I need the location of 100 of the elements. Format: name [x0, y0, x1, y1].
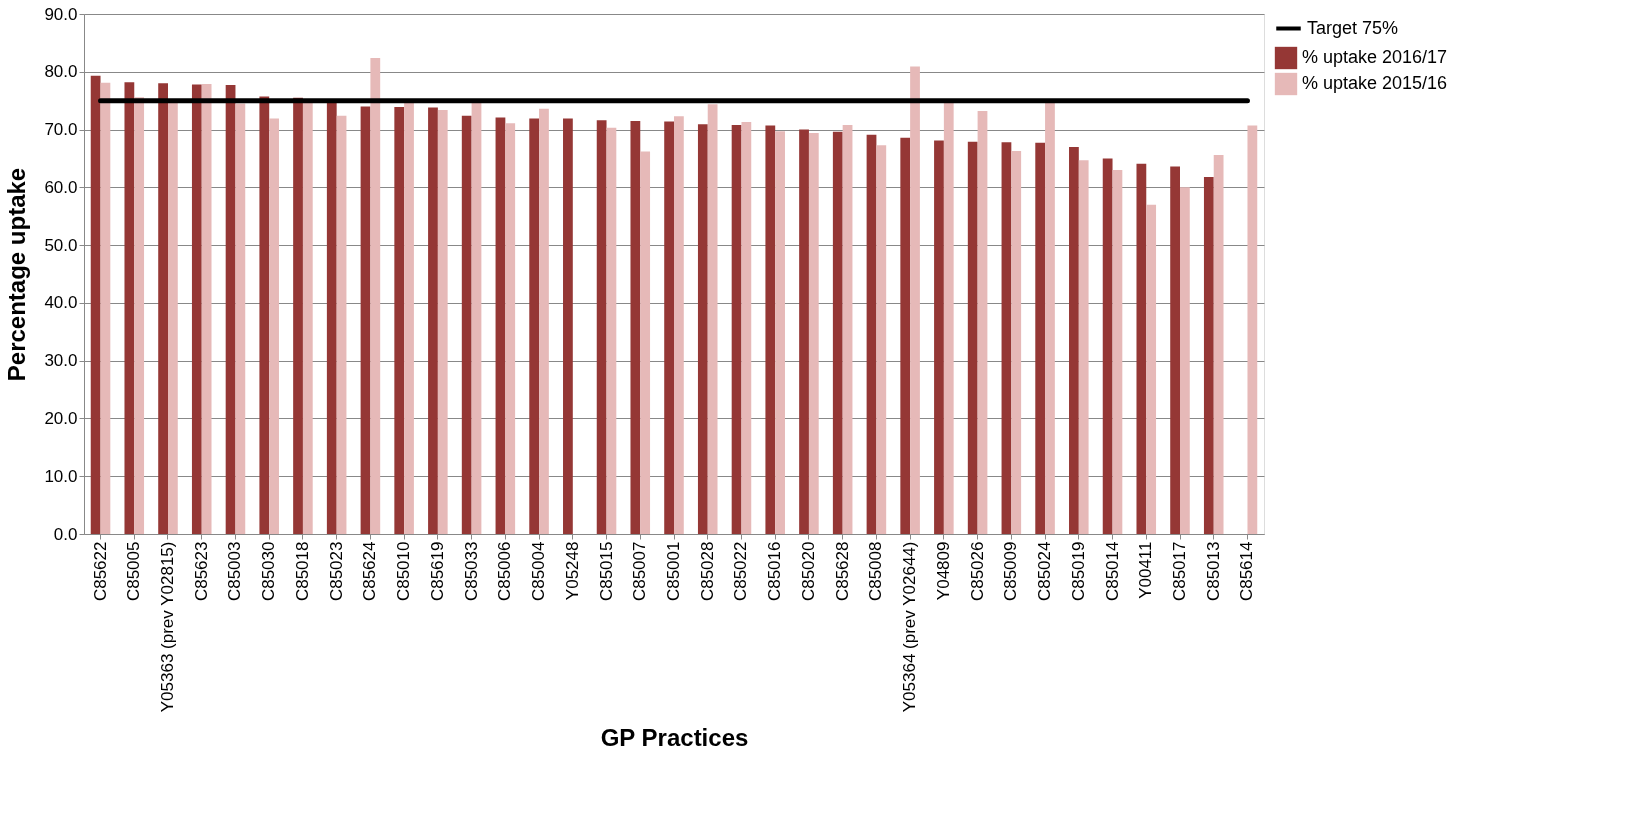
- y-axis-title: Percentage uptake: [3, 167, 31, 382]
- y-tick-label: 50.0: [44, 235, 78, 255]
- x-tick-label: C85614: [1237, 541, 1257, 602]
- y-tick-label: 70.0: [44, 120, 78, 140]
- bar: [326, 101, 337, 534]
- bar: [934, 140, 944, 534]
- bar: [360, 106, 371, 534]
- bar: [394, 107, 405, 534]
- x-tick-label: C85020: [798, 541, 818, 602]
- bar: [336, 115, 347, 534]
- bar: [1102, 158, 1113, 534]
- bar: [943, 101, 954, 534]
- x-tick-label: C85619: [427, 541, 447, 602]
- x-tick-label: C85005: [124, 541, 144, 602]
- bar: [630, 120, 641, 534]
- x-tick-label: C85624: [360, 541, 380, 602]
- bar: [1069, 146, 1079, 534]
- bar: [563, 118, 573, 534]
- x-tick-label: C85014: [1102, 541, 1122, 602]
- y-tick-label: 30.0: [44, 351, 78, 371]
- bar: [731, 124, 742, 534]
- y-tick-label: 90.0: [44, 4, 78, 24]
- x-tick-label: Y05364 (prev Y02644): [900, 541, 920, 713]
- bar: [1112, 170, 1123, 534]
- bar: [866, 134, 877, 534]
- bar: [505, 123, 516, 534]
- y-tick-label: 80.0: [44, 62, 78, 82]
- bar: [90, 75, 101, 534]
- bar: [201, 83, 212, 534]
- bar: [799, 129, 809, 534]
- bar: [437, 109, 448, 534]
- x-tick-label: C85023: [326, 541, 346, 602]
- bar: [495, 117, 506, 534]
- bar: [158, 83, 168, 534]
- x-tick-label: C85030: [259, 541, 279, 602]
- bar: [707, 104, 718, 534]
- x-tick-label: C85623: [191, 541, 211, 602]
- x-tick-label: C85001: [664, 541, 683, 602]
- x-tick-label: C85004: [529, 541, 549, 602]
- bar: [1247, 125, 1258, 534]
- bar: [900, 137, 911, 534]
- bar: [596, 120, 607, 534]
- bar: [775, 131, 785, 534]
- bar: [1001, 142, 1012, 534]
- y-tick-label: 20.0: [44, 408, 78, 428]
- x-tick-label: C85008: [866, 541, 886, 602]
- bar: [876, 145, 887, 534]
- x-tick-label: C85628: [832, 541, 852, 602]
- bar: [640, 151, 651, 534]
- x-tick-label: C85016: [765, 541, 785, 602]
- x-tick-label: Y05248: [562, 541, 582, 601]
- bar: [1045, 101, 1055, 534]
- legend-label: % uptake 2016/17: [1302, 47, 1448, 67]
- x-tick-label: C85028: [697, 541, 717, 602]
- bar: [1146, 204, 1157, 534]
- bar: [1180, 187, 1190, 534]
- x-tick-label: Y00411: [1136, 541, 1156, 599]
- bar: [404, 101, 414, 534]
- bar: [539, 108, 549, 534]
- x-tick-label: Y05363 (prev Y02815): [158, 541, 177, 713]
- x-tick-label: C85033: [461, 541, 481, 602]
- bar: [370, 57, 381, 534]
- bar: [134, 97, 145, 534]
- bar: [1170, 166, 1180, 534]
- bar: [269, 118, 279, 534]
- bar: [910, 66, 920, 534]
- x-tick-label: C85003: [225, 541, 245, 602]
- bar: [235, 103, 246, 534]
- x-axis-title: GP Practices: [600, 723, 749, 751]
- bar: [765, 125, 776, 534]
- bar: [225, 85, 236, 534]
- y-tick-label: 40.0: [44, 293, 78, 313]
- x-tick-label: C85006: [495, 541, 515, 602]
- bar: [1213, 154, 1224, 534]
- bar: [302, 101, 313, 534]
- x-tick-label: C85010: [394, 541, 414, 602]
- bar: [808, 133, 819, 534]
- bar: [428, 107, 438, 534]
- bar: [191, 84, 202, 534]
- bar: [1203, 176, 1214, 534]
- x-tick-label: C85622: [90, 541, 110, 602]
- x-tick-label: C85009: [1001, 541, 1021, 602]
- y-tick-label: 0.0: [53, 524, 78, 544]
- x-tick-label: C85015: [596, 541, 616, 602]
- y-tick-label: 10.0: [44, 466, 78, 486]
- bar: [697, 124, 708, 534]
- x-tick-label: C85018: [292, 541, 312, 602]
- bar: [1035, 142, 1046, 534]
- bar: [664, 121, 674, 534]
- bar: [832, 131, 843, 534]
- x-tick-label: C85007: [630, 541, 650, 602]
- bar: [529, 118, 540, 534]
- bar: [471, 102, 482, 534]
- x-tick-label: Y04809: [933, 541, 953, 601]
- bar: [967, 141, 978, 534]
- bar: [1078, 160, 1089, 534]
- bar: [674, 116, 684, 534]
- bar: [977, 111, 988, 534]
- bar: [100, 82, 111, 534]
- legend-label: Target 75%: [1307, 17, 1399, 38]
